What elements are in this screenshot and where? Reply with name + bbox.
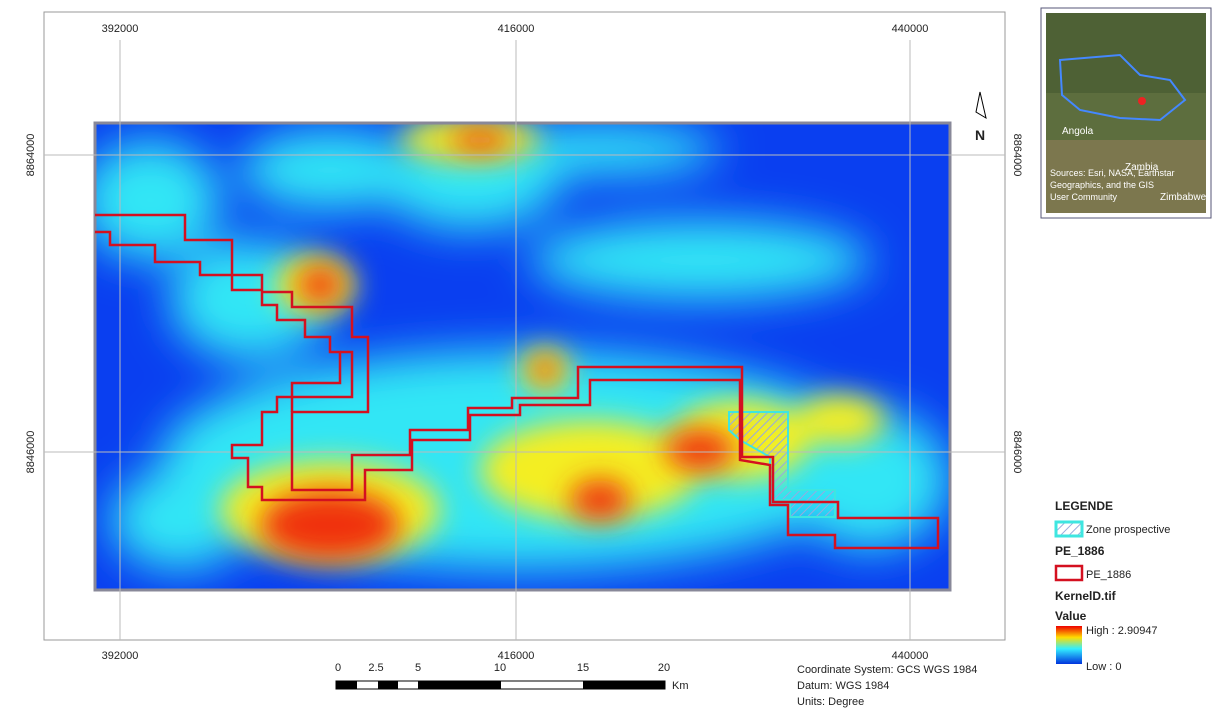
legend-item: PE_1886 xyxy=(1086,569,1131,581)
scale-label: 15 xyxy=(577,662,589,674)
y-label: 8846000 xyxy=(1011,431,1023,474)
inset-label: Angola xyxy=(1062,126,1094,137)
legend-high: High : 2.90947 xyxy=(1086,625,1158,637)
x-label: 416000 xyxy=(498,650,535,662)
x-label: 392000 xyxy=(102,23,139,35)
y-label: 8864000 xyxy=(1011,134,1023,177)
scale-unit: Km xyxy=(672,680,689,692)
pe-swatch xyxy=(1056,566,1082,580)
x-label: 440000 xyxy=(892,650,929,662)
north-arrow: N xyxy=(975,92,986,143)
scale-bar: 0 2.5 5 10 15 20 Km xyxy=(335,662,689,692)
projection-line: Coordinate System: GCS WGS 1984 xyxy=(797,664,977,676)
x-label: 416000 xyxy=(498,23,535,35)
north-label: N xyxy=(975,127,985,143)
inset-label: Zimbabwe xyxy=(1160,192,1207,203)
scale-label: 2.5 xyxy=(368,662,383,674)
projection-line: Datum: WGS 1984 xyxy=(797,680,889,692)
projection-info: Coordinate System: GCS WGS 1984 Datum: W… xyxy=(797,664,977,708)
legend-title: LEGENDE xyxy=(1055,499,1113,513)
zone-swatch xyxy=(1056,522,1082,536)
attribution: User Community xyxy=(1050,192,1118,202)
y-label: 8864000 xyxy=(25,134,37,177)
ramp-swatch xyxy=(1056,626,1082,664)
legend-subtitle: Value xyxy=(1055,609,1087,623)
attribution: Geographics, and the GIS xyxy=(1050,180,1154,190)
y-label: 8846000 xyxy=(25,431,37,474)
scale-label: 0 xyxy=(335,662,341,674)
scale-label: 5 xyxy=(415,662,421,674)
map-layout: 392000 416000 440000 392000 416000 44000… xyxy=(0,0,1230,709)
legend: LEGENDE Zone prospective PE_1886 PE_1886… xyxy=(1055,499,1170,673)
x-label: 392000 xyxy=(102,650,139,662)
scale-label: 10 xyxy=(494,662,506,674)
attribution: Sources: Esri, NASA, Earthstar xyxy=(1050,168,1175,178)
inset-map: Angola Zambia Zimbabwe Sources: Esri, NA… xyxy=(1041,8,1211,218)
kernel-density xyxy=(80,118,950,590)
legend-layer: PE_1886 xyxy=(1055,544,1105,558)
legend-item: Zone prospective xyxy=(1086,524,1170,536)
scale-label: 20 xyxy=(658,662,670,674)
legend-low: Low : 0 xyxy=(1086,661,1121,673)
projection-line: Units: Degree xyxy=(797,696,864,708)
x-label: 440000 xyxy=(892,23,929,35)
legend-layer: KernelD.tif xyxy=(1055,589,1117,603)
